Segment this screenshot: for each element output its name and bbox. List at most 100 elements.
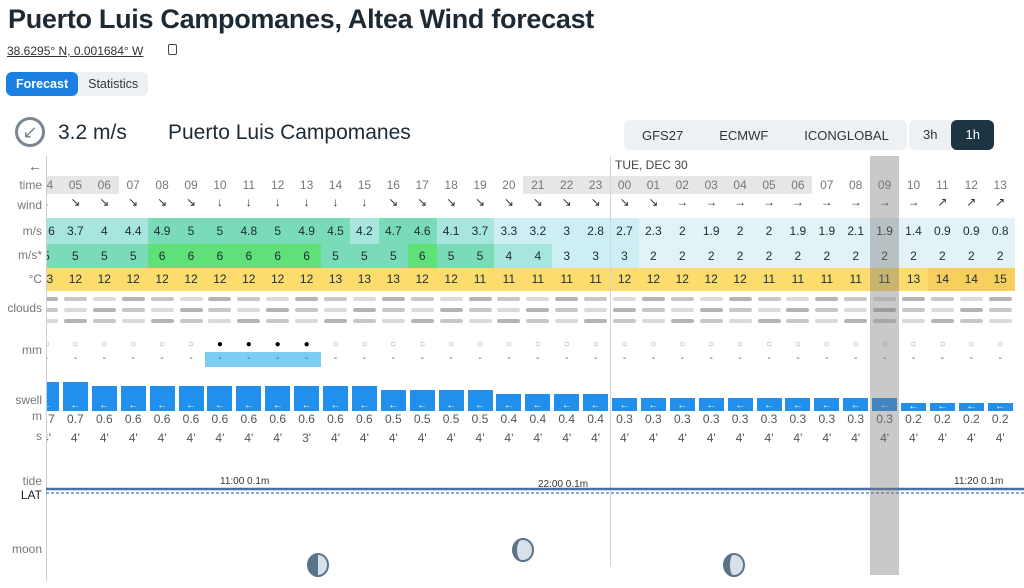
hour-column[interactable]: 04 → 2 2 12 ○ - ← 0.3 4': [725, 156, 755, 581]
model-ecmwf[interactable]: ECMWF: [719, 127, 769, 143]
gust-cell: 6: [407, 244, 437, 268]
hour-column[interactable]: 05 ↘ 3.7 5 12 ○ - ← 0.7 4': [60, 156, 90, 581]
raindrop-icon: ○: [765, 339, 773, 350]
hour-column[interactable]: 07 → 1.9 2 11 ○ - ← 0.3 4': [812, 156, 842, 581]
step-3h[interactable]: 3h: [923, 127, 938, 142]
scroll-back-arrow[interactable]: ←: [28, 158, 42, 174]
hour-cell: 04: [725, 176, 755, 194]
hour-column[interactable]: 12 ↗ 0.9 2 14 ○ - ← 0.2 4': [956, 156, 986, 581]
swell-height: 0.6: [298, 412, 315, 426]
hour-column[interactable]: 16 ↘ 4.7 5 13 ○ - ← 0.5 4': [378, 156, 408, 581]
hour-column[interactable]: 08 → 2.1 2 11 ○ - ← 0.3 4': [841, 156, 871, 581]
cloud-icon: [757, 319, 781, 323]
model-iconglobal[interactable]: ICONGLOBAL: [804, 127, 889, 143]
wind-arrow-icon: ↗: [995, 195, 1006, 209]
label-clouds: clouds: [7, 301, 42, 315]
coordinates-link[interactable]: 38.6295° N, 0.001684° W: [7, 44, 144, 58]
cloud-icon: [439, 308, 463, 312]
tab-forecast[interactable]: Forecast: [6, 72, 79, 96]
cloud-icon: [295, 319, 319, 323]
hour-column[interactable]: 07 ↘ 4.4 5 12 ○ - ← 0.6 4': [118, 156, 148, 581]
cloud-icon: [930, 308, 954, 312]
hour-column[interactable]: 09 → 1.9 2 11 ○ - ← 0.3 4': [870, 156, 900, 581]
wind-arrow-icon: ↘: [619, 195, 630, 209]
cloud-icon: [439, 297, 463, 301]
hour-column[interactable]: 03 → 1.9 2 12 ○ - ← 0.3 4': [696, 156, 726, 581]
hour-column[interactable]: 10 ↓ 5 6 12 ● - ← 0.6 4': [205, 156, 235, 581]
hour-column[interactable]: 06 → 1.9 2 11 ○ - ← 0.3 4': [783, 156, 813, 581]
wind-arrow-icon: ↘: [648, 195, 659, 209]
rain-value: -: [565, 353, 569, 364]
hour-column[interactable]: 19 ↘ 3.7 5 11 ○ - ← 0.5 4': [465, 156, 495, 581]
swell-period: 4': [446, 431, 456, 445]
tab-statistics[interactable]: Statistics: [88, 77, 139, 91]
cloud-icon: [959, 308, 983, 312]
swell-period: 4': [937, 431, 947, 445]
hour-column[interactable]: 12 ↓ 5 6 12 ● - ← 0.6 4': [263, 156, 293, 581]
hour-column[interactable]: 18 ↘ 4.1 5 12 ○ - ← 0.5 4': [436, 156, 466, 581]
swell-period: 4': [388, 431, 398, 445]
raindrop-icon: ○: [419, 339, 426, 350]
copy-icon[interactable]: [168, 44, 177, 55]
rain-value: -: [969, 353, 973, 364]
cloud-icon: [930, 319, 954, 323]
swell-bar: ←: [583, 394, 609, 411]
hour-column[interactable]: 02 → 2 2 12 ○ - ← 0.3 4': [667, 156, 697, 581]
raindrop-icon: ○: [997, 339, 1004, 350]
hour-cell: 21: [523, 176, 553, 194]
hour-column[interactable]: 23 ↘ 2.8 3 11 ○ - ← 0.4 4': [581, 156, 611, 581]
hour-cell: 10: [906, 178, 921, 192]
hour-column[interactable]: 05 → 2 2 11 ○ - ← 0.3 4': [754, 156, 784, 581]
swell-period: 4': [909, 431, 918, 445]
swell-period: 4': [70, 431, 80, 445]
rain-area: [263, 352, 293, 367]
swell-bar: ←: [496, 394, 522, 411]
swell-bar: ←: [669, 398, 695, 411]
cloud-icon: [699, 297, 723, 301]
hour-column[interactable]: 22 ↘ 3 3 11 ○ - ← 0.4 4': [552, 156, 582, 581]
hour-column[interactable]: 20 ↘ 3.3 4 11 ○ - ← 0.4 4': [494, 156, 524, 581]
hour-column[interactable]: 01 ↘ 2.3 2 12 ○ - ← 0.3 4': [638, 156, 668, 581]
rain-value: -: [536, 353, 540, 364]
forecast-grid[interactable]: 04↓3.6513○-←0.74'05↘3.7512○-←0.74'06↘451…: [46, 156, 1024, 581]
hour-column[interactable]: 14 ↓ 4.5 5 13 ○ - ← 0.6 4': [321, 156, 350, 581]
hour-column[interactable]: 21 ↘ 3.2 4 11 ○ - ← 0.4 4': [523, 156, 553, 581]
hour-column[interactable]: 08 ↘ 4.9 6 12 ○ - ← 0.6 4': [147, 156, 177, 581]
hour-column[interactable]: 13 ↗ 0.8 2 15 ○ - ← 0.2 4': [985, 156, 1015, 581]
swell-height: 0.2: [905, 412, 922, 426]
hour-cell: 05: [754, 176, 784, 194]
raindrop-icon: ○: [679, 339, 686, 350]
gust-cell: 2: [956, 244, 986, 268]
step-1h[interactable]: 1h: [951, 120, 994, 150]
hour-column[interactable]: 13 ↓ 4.9 6 12 ● - ← 0.6 3': [292, 156, 322, 581]
wind-arrow-icon: →: [676, 195, 689, 209]
rain-value: -: [593, 353, 598, 364]
model-gfs27[interactable]: GFS27: [642, 127, 684, 143]
hour-column[interactable]: 17 ↘ 4.6 6 12 ○ - ← 0.5 4': [407, 156, 437, 581]
gust-cell: 3: [610, 244, 639, 268]
cloud-icon: [47, 297, 58, 301]
hour-cell: 22: [552, 176, 582, 194]
hour-column[interactable]: 10 → 1.4 2 13 ○ - ← 0.2 4': [899, 156, 928, 581]
temp-cell: 12: [147, 268, 177, 291]
rain-value: -: [47, 353, 61, 364]
spot-name: Puerto Luis Campomanes: [168, 121, 411, 144]
hour-column[interactable]: 00 ↘ 2.7 3 12 ○ - ← 0.3 4': [610, 156, 639, 581]
hour-column[interactable]: 04↓ 3.6513 ○ - ←0.7 4': [47, 156, 61, 581]
wind-arrow-icon: ↘: [417, 195, 428, 209]
cloud-icon: [873, 308, 897, 312]
wind-arrow-icon: ↘: [561, 195, 572, 209]
cloud-icon: [844, 319, 868, 323]
cloud-icon: [526, 308, 550, 312]
hour-cell: 11: [936, 178, 949, 192]
hour-column[interactable]: 11 ↓ 4.8 6 12 ● - ← 0.6 4': [234, 156, 264, 581]
hour-column[interactable]: 11 ↗ 0.9 2 14 ○ - ← 0.2 4': [927, 156, 957, 581]
hour-column[interactable]: 09 ↘ 5 6 12 ○ - ← 0.6 4': [176, 156, 206, 581]
hour-column[interactable]: 15 ↓ 4.2 5 13 ○ - ← 0.6 4': [349, 156, 379, 581]
cloud-icon: [728, 308, 752, 312]
wind-arrow-icon: →: [763, 195, 775, 209]
hour-column[interactable]: 06 ↘ 4 5 12 ○ - ← 0.6 4': [89, 156, 119, 581]
swell-height: 0.2: [962, 412, 980, 426]
temp-cell: 12: [176, 268, 206, 291]
gust-cell: 2: [638, 244, 668, 268]
